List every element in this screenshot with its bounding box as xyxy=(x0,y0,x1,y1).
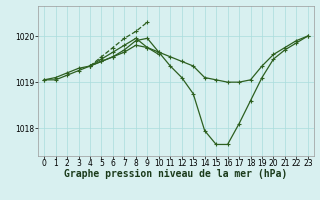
X-axis label: Graphe pression niveau de la mer (hPa): Graphe pression niveau de la mer (hPa) xyxy=(64,169,288,179)
